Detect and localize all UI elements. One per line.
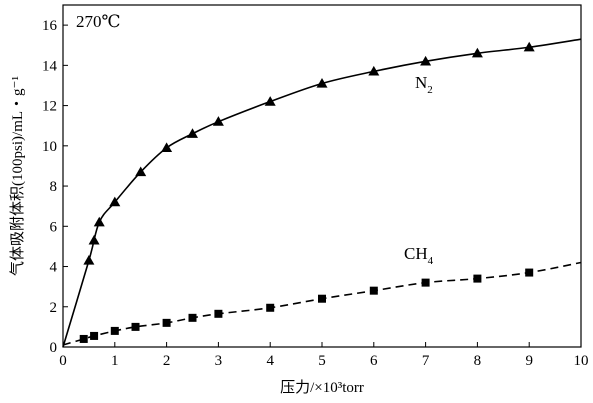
- data-point-ch4: [162, 318, 171, 327]
- data-point-ch4: [214, 309, 223, 318]
- x-tick-label: 8: [474, 353, 482, 369]
- y-tick-label: 0: [50, 340, 58, 356]
- data-point-n2: [523, 41, 535, 52]
- x-tick-label: 4: [266, 353, 274, 369]
- y-tick-label: 12: [42, 99, 57, 115]
- data-point-n2: [83, 254, 95, 265]
- series-label-ch4: CH4: [404, 244, 434, 267]
- data-point-n2: [212, 116, 224, 126]
- data-point-n2: [135, 166, 147, 177]
- data-point-ch4: [525, 268, 534, 277]
- y-tick-label: 2: [50, 300, 58, 316]
- data-point-n2: [420, 55, 432, 66]
- x-tick-label: 2: [163, 353, 171, 369]
- x-tick-label: 5: [318, 353, 326, 369]
- series-layer: [62, 38, 582, 348]
- data-point-ch4: [90, 331, 99, 340]
- data-point-n2: [161, 142, 173, 152]
- x-tick-label: 7: [422, 353, 430, 369]
- series-label-n2-sub: 2: [427, 84, 433, 96]
- data-point-n2: [187, 128, 198, 138]
- x-tick-label: 6: [370, 353, 378, 369]
- x-tick-label: 9: [525, 353, 533, 369]
- data-point-n2: [264, 96, 276, 106]
- data-point-n2: [368, 65, 380, 76]
- data-point-ch4: [131, 322, 140, 331]
- data-point-ch4: [318, 294, 326, 303]
- series-label-n2-main: N: [415, 73, 427, 92]
- data-point-n2: [88, 234, 100, 245]
- data-point-ch4: [79, 334, 88, 343]
- y-axis-ticks: 0 2 4 6 8 10 12 14 16: [42, 18, 68, 356]
- series-line-ch4: [62, 261, 582, 346]
- y-tick-label: 16: [42, 18, 58, 34]
- data-point-n2: [93, 216, 105, 227]
- x-axis-ticks: 0 1 2 3 4 5 6 7 8 9 10: [59, 342, 589, 369]
- x-axis-title: 压力/×10³torr: [280, 379, 364, 396]
- temperature-annotation: 270℃: [76, 12, 121, 31]
- y-axis-title: 气体吸附体积(100psi)/mL・g⁻¹: [9, 76, 26, 276]
- data-point-n2: [316, 77, 328, 88]
- data-point-ch4: [473, 274, 482, 283]
- data-point-ch4: [421, 278, 430, 287]
- y-tick-label: 8: [50, 179, 58, 195]
- x-tick-label: 1: [111, 353, 119, 369]
- y-tick-label: 10: [42, 139, 57, 155]
- y-tick-label: 6: [50, 219, 58, 235]
- series-label-n2: N2: [415, 73, 433, 96]
- data-point-ch4: [369, 286, 378, 295]
- data-point-n2: [109, 196, 121, 207]
- y-tick-label: 14: [42, 58, 58, 74]
- data-point-ch4: [188, 313, 197, 322]
- data-point-ch4: [266, 303, 275, 312]
- series-label-ch4-main: CH: [404, 244, 428, 263]
- data-point-ch4: [110, 326, 119, 335]
- series-label-ch4-sub: 4: [428, 255, 434, 267]
- x-tick-label: 0: [59, 353, 67, 369]
- data-point-n2: [471, 47, 483, 58]
- x-tick-label: 10: [574, 353, 589, 369]
- y-tick-label: 4: [50, 260, 58, 276]
- x-tick-label: 3: [215, 353, 223, 369]
